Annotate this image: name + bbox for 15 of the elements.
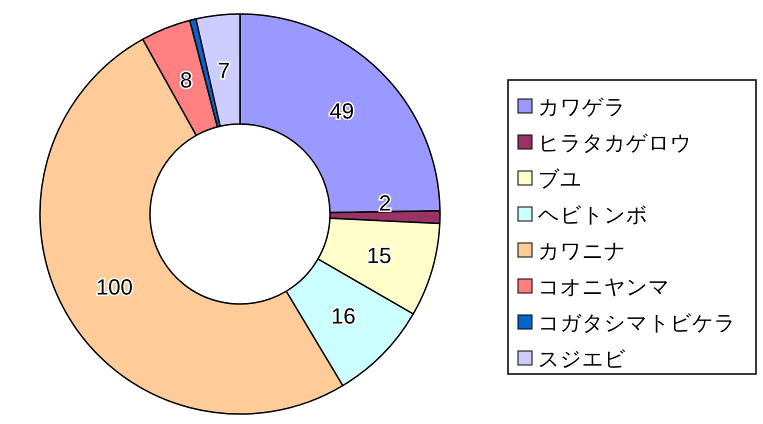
data-label: 8	[180, 67, 192, 92]
legend-label: カワゲラ	[538, 96, 626, 119]
legend-label: コオニヤンマ	[538, 276, 670, 299]
data-label: 7	[218, 58, 230, 83]
data-label: 100	[96, 274, 133, 300]
legend-label: ヘビトンボ	[538, 204, 648, 227]
data-label: 2	[378, 190, 392, 216]
legend-label: コガタシマトビケラ	[538, 312, 736, 335]
legend-label: ヒラタカゲロウ	[538, 132, 692, 155]
legend-label: ブユ	[538, 168, 582, 191]
legend-label: カワニナ	[538, 240, 626, 263]
data-label: 15	[366, 242, 392, 268]
data-label: 49	[329, 98, 354, 124]
legend-label: スジエビ	[538, 348, 626, 371]
data-label: 16	[331, 304, 356, 329]
